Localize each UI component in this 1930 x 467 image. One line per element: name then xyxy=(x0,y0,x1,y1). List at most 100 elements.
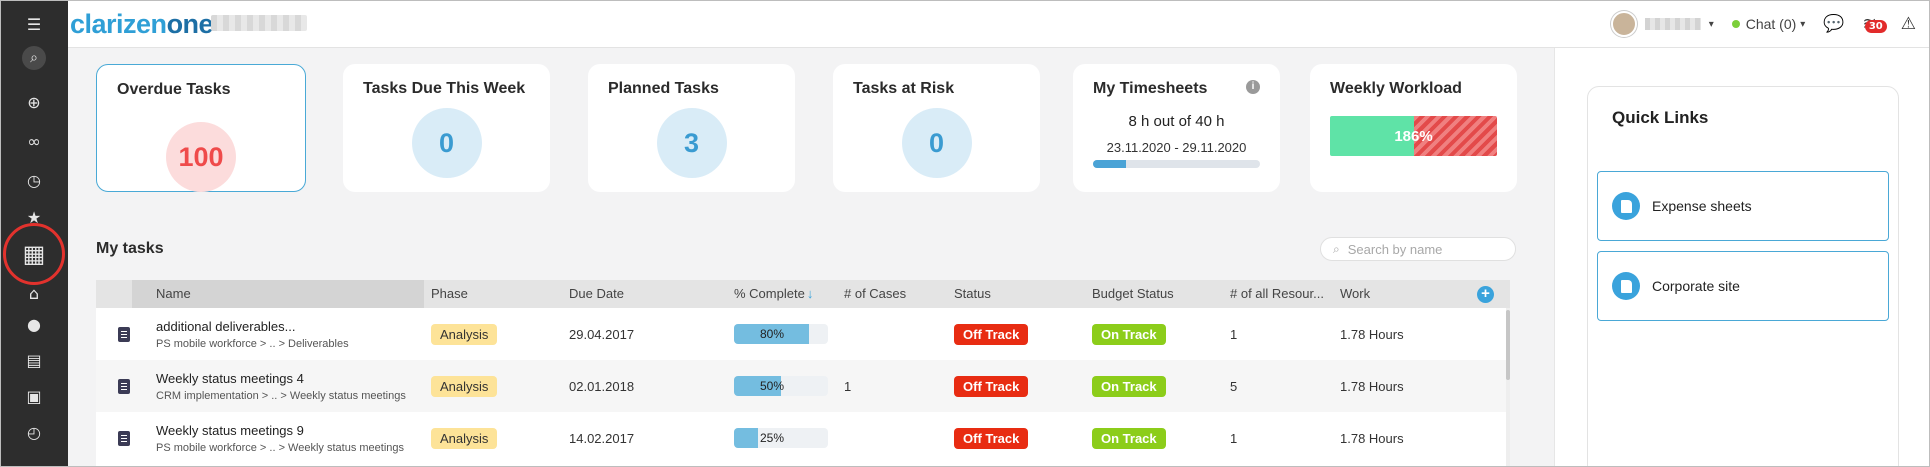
logo-text: clarizen xyxy=(70,9,167,39)
status-badge: Off Track xyxy=(954,427,1029,449)
work-value: 1.78 Hours xyxy=(1340,378,1404,394)
add-column-button[interactable]: + xyxy=(1477,286,1494,303)
top-bar: clarizenone ▾ Chat (0) ▾ 💬 ≋30 ⚠ xyxy=(68,0,1930,48)
menu-icon[interactable]: ☰ xyxy=(26,14,42,34)
search-button[interactable]: ⌕ xyxy=(0,40,68,76)
budget-status-badge: On Track xyxy=(1092,323,1166,345)
phase-badge: Analysis xyxy=(431,323,498,345)
work-value: 1.78 Hours xyxy=(1340,430,1404,446)
briefcase-icon[interactable]: ▤ xyxy=(26,350,42,370)
link-icon xyxy=(1612,272,1640,300)
infinity-icon[interactable]: ∞ xyxy=(27,131,41,151)
clipboard-icon[interactable]: ▣ xyxy=(26,386,42,406)
search-input[interactable] xyxy=(1347,241,1498,257)
messages-icon[interactable]: 💬 xyxy=(1823,14,1845,34)
table-row[interactable]: Weekly status meetings 9 PS mobile workfo… xyxy=(96,412,1510,464)
chat-icon[interactable]: ● xyxy=(27,314,41,334)
chevron-down-icon: ▾ xyxy=(1708,18,1714,30)
favorites-icon[interactable]: ★ xyxy=(26,207,42,227)
my-timesheets-card[interactable]: My Timesheets i 8 h out of 40 h 23.11.20… xyxy=(1073,64,1280,192)
percent-complete-label: 25% xyxy=(759,431,785,445)
tasks-at-risk-card[interactable]: Tasks at Risk 0 xyxy=(833,64,1040,192)
table-header: Name Phase Due Date % Complete ↓ # of Cas… xyxy=(96,280,1510,308)
sorted-column-highlight xyxy=(132,280,424,308)
due-date: 29.04.2017 xyxy=(569,326,635,342)
quick-links-title: Quick Links xyxy=(1612,108,1709,127)
right-panel: Quick Links Expense sheets Corporate sit… xyxy=(1554,48,1930,467)
logo-suffix: one xyxy=(166,9,214,39)
home-icon[interactable]: ⌂ xyxy=(28,283,40,303)
due-week-count: 0 xyxy=(411,108,482,178)
due-date: 14.02.2017 xyxy=(569,430,635,446)
percent-complete-fill xyxy=(734,428,758,448)
due-date: 02.01.2018 xyxy=(569,378,635,394)
app-logo[interactable]: clarizenone xyxy=(70,9,214,40)
resources-count: 1 xyxy=(1230,430,1238,446)
workload-bar xyxy=(1330,116,1497,156)
chat-status-menu[interactable]: Chat (0) ▾ xyxy=(1731,16,1806,32)
overdue-tasks-card[interactable]: Overdue Tasks 100 xyxy=(96,64,306,192)
col-status[interactable]: Status xyxy=(954,286,991,301)
quick-link-label: Expense sheets xyxy=(1652,198,1752,214)
left-rail: ☰ ⌕ ⊕ ∞ ◷ ★ ▦ ⌂ ● ▤ ▣ ◴ xyxy=(0,0,68,467)
weekly-workload-card[interactable]: Weekly Workload 186% xyxy=(1310,64,1517,192)
workload-value: 186% xyxy=(1394,127,1433,145)
status-badge: Off Track xyxy=(954,323,1029,345)
task-search[interactable]: ⌕ xyxy=(1320,237,1516,261)
timer-icon[interactable]: ◴ xyxy=(27,422,41,442)
phase-badge: Analysis xyxy=(431,375,498,397)
card-title: Weekly Workload xyxy=(1330,80,1462,97)
quick-link-expense-sheets[interactable]: Expense sheets xyxy=(1597,171,1889,241)
user-menu[interactable]: ▾ xyxy=(1610,11,1714,37)
card-title: Overdue Tasks xyxy=(117,81,231,98)
card-title: Planned Tasks xyxy=(608,80,719,97)
budget-status-badge: On Track xyxy=(1092,427,1166,449)
task-path: CRM implementation > .. > Weekly status … xyxy=(156,389,406,402)
table-row[interactable]: additional deliverables... PS mobile work… xyxy=(96,308,1510,360)
card-title: My Timesheets xyxy=(1093,80,1208,97)
task-path: PS mobile workforce > .. > Weekly status… xyxy=(156,441,405,454)
col-budget-status[interactable]: Budget Status xyxy=(1092,286,1174,301)
timesheet-progress xyxy=(1093,160,1260,168)
history-icon[interactable]: ◷ xyxy=(27,170,41,190)
link-icon xyxy=(1612,192,1640,220)
work-value: 1.78 Hours xyxy=(1340,326,1404,342)
info-icon[interactable]: i xyxy=(1246,80,1260,94)
task-name[interactable]: additional deliverables... xyxy=(156,318,296,334)
task-name[interactable]: Weekly status meetings 4 xyxy=(156,370,304,386)
col-due-date[interactable]: Due Date xyxy=(569,286,624,301)
col-name[interactable]: Name xyxy=(156,286,191,301)
col-complete[interactable]: % Complete ↓ xyxy=(734,280,813,308)
col-phase[interactable]: Phase xyxy=(431,286,468,301)
scrollbar-thumb[interactable] xyxy=(1506,310,1510,380)
timesheet-progress-fill xyxy=(1093,160,1127,168)
search-icon: ⌕ xyxy=(22,46,46,70)
tasks-due-week-card[interactable]: Tasks Due This Week 0 xyxy=(343,64,550,192)
col-work[interactable]: Work xyxy=(1340,286,1371,301)
percent-complete-label: 80% xyxy=(759,327,785,341)
task-name[interactable]: Weekly status meetings 9 xyxy=(156,422,304,438)
card-title: Tasks Due This Week xyxy=(363,80,526,97)
chevron-down-icon: ▾ xyxy=(1800,18,1806,30)
notifications-icon[interactable]: ≋30 xyxy=(1863,14,1887,34)
cases-count: 1 xyxy=(844,378,852,394)
col-resources[interactable]: # of all Resour... xyxy=(1230,286,1324,301)
col-complete-label: % Complete xyxy=(734,286,805,301)
scrollbar-track[interactable] xyxy=(1506,308,1510,467)
add-icon[interactable]: ⊕ xyxy=(27,92,41,112)
redacted-org-name xyxy=(211,15,307,31)
chat-label: Chat (0) xyxy=(1745,16,1797,32)
quick-link-label: Corporate site xyxy=(1652,278,1740,294)
table-row[interactable]: Weekly status meetings 4 CRM implementati… xyxy=(96,360,1510,412)
quick-link-corporate-site[interactable]: Corporate site xyxy=(1597,251,1889,321)
percent-complete-bar: 50% xyxy=(734,376,828,396)
at-risk-count: 0 xyxy=(901,108,972,178)
alert-icon[interactable]: ⚠ xyxy=(1900,14,1916,34)
col-cases[interactable]: # of Cases xyxy=(844,286,907,301)
task-icon xyxy=(118,430,130,446)
planned-tasks-card[interactable]: Planned Tasks 3 xyxy=(588,64,795,192)
workload-overload xyxy=(1413,116,1497,156)
budget-status-badge: On Track xyxy=(1092,375,1166,397)
status-badge: Off Track xyxy=(954,375,1029,397)
active-nav-ring xyxy=(3,223,65,285)
